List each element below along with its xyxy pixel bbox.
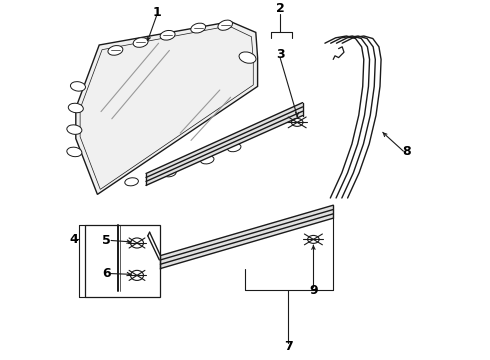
Ellipse shape [68, 103, 83, 113]
Ellipse shape [200, 156, 214, 164]
Ellipse shape [130, 238, 144, 248]
Ellipse shape [133, 38, 148, 47]
Bar [85, 225, 160, 297]
Text: 5: 5 [102, 234, 111, 247]
Text: 9: 9 [309, 284, 318, 297]
Ellipse shape [71, 82, 85, 91]
Text: 4: 4 [70, 233, 78, 246]
Text: 2: 2 [276, 3, 285, 15]
Ellipse shape [191, 23, 206, 33]
Ellipse shape [67, 125, 82, 134]
Text: 7: 7 [284, 340, 293, 353]
Text: 8: 8 [403, 145, 411, 158]
Polygon shape [76, 22, 258, 194]
Polygon shape [146, 103, 303, 185]
Ellipse shape [67, 147, 82, 157]
Ellipse shape [308, 235, 319, 243]
Ellipse shape [292, 118, 303, 126]
Ellipse shape [239, 52, 256, 63]
Ellipse shape [108, 46, 123, 55]
Ellipse shape [227, 144, 241, 152]
Polygon shape [160, 205, 333, 269]
Text: 1: 1 [152, 6, 161, 19]
Ellipse shape [130, 270, 144, 280]
Text: 3: 3 [276, 48, 285, 61]
Ellipse shape [125, 178, 138, 186]
Ellipse shape [160, 31, 175, 40]
Ellipse shape [218, 20, 232, 30]
Text: 6: 6 [102, 267, 111, 280]
Ellipse shape [163, 169, 176, 177]
